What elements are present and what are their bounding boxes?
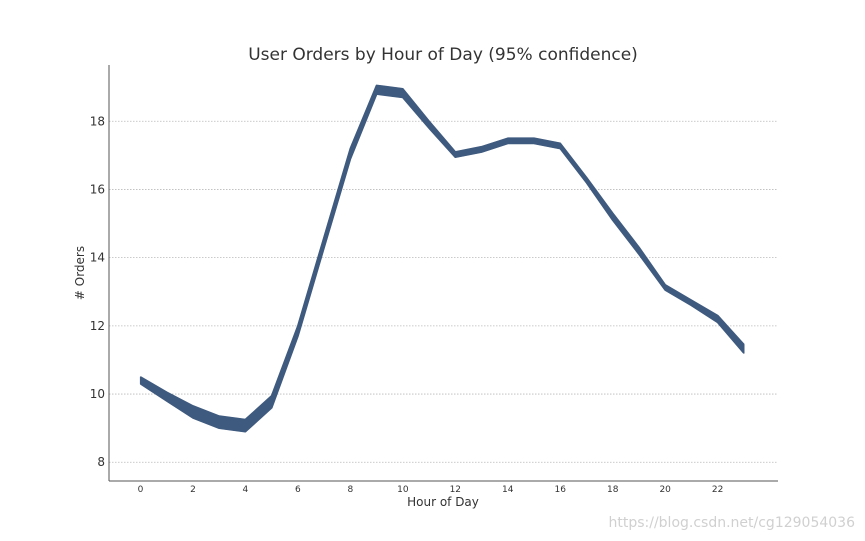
y-tick-label-10: 10 <box>90 387 105 401</box>
chart-title: User Orders by Hour of Day (95% confiden… <box>248 45 638 65</box>
x-tick-label-18: 18 <box>607 485 619 495</box>
lower-bound-line <box>140 93 745 433</box>
x-tick-label-16: 16 <box>555 485 567 495</box>
y-tick-label-12: 12 <box>90 319 105 333</box>
tick-labels: 8 10 12 14 16 18 0 2 4 6 8 10 12 14 16 18 20 22 <box>90 114 724 495</box>
x-tick-label-6: 6 <box>295 485 301 495</box>
upper-bound-line <box>140 84 745 421</box>
x-tick-label-10: 10 <box>397 485 409 495</box>
confidence-band <box>139 84 745 433</box>
x-tick-label-12: 12 <box>450 485 461 495</box>
x-tick-label-22: 22 <box>712 485 723 495</box>
y-tick-label-18: 18 <box>90 114 105 128</box>
axes <box>108 65 778 482</box>
x-axis-label: Hour of Day <box>407 495 479 509</box>
y-axis-label: # Orders <box>73 246 87 300</box>
y-tick-label-14: 14 <box>90 251 105 265</box>
gridlines <box>109 120 778 463</box>
x-tick-label-2: 2 <box>190 485 196 495</box>
y-tick-label-16: 16 <box>90 182 105 196</box>
x-tick-label-8: 8 <box>347 485 353 495</box>
y-tick-label-8: 8 <box>97 455 105 469</box>
watermark: https://blog.csdn.net/cg129054036 <box>608 515 855 531</box>
x-tick-label-14: 14 <box>502 485 514 495</box>
x-tick-label-4: 4 <box>243 485 249 495</box>
x-tick-label-20: 20 <box>659 485 671 495</box>
x-tick-label-0: 0 <box>138 485 144 495</box>
